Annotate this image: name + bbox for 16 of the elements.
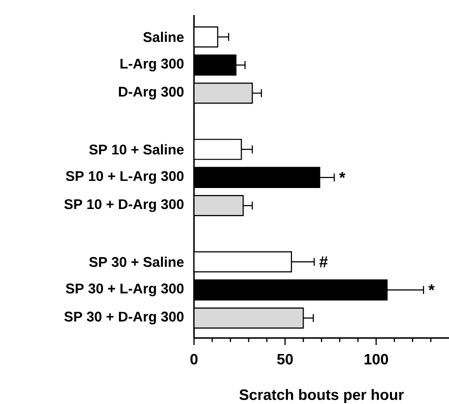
y-tick-label: Saline <box>143 32 184 42</box>
y-tick-label: D-Arg 300 <box>118 86 184 100</box>
annotation: # <box>319 256 328 268</box>
y-tick-label: L-Arg 300 <box>120 58 184 72</box>
y-tick-label: SP 30 + L-Arg 300 <box>66 284 184 296</box>
x-tick-label: 0 <box>190 354 198 364</box>
y-tick-label: SP 10 + L-Arg 300 <box>66 171 184 184</box>
y-tick-label: SP 10 + Saline <box>89 144 184 155</box>
y-tick-label: SP 30 + Saline <box>89 256 184 267</box>
y-tick-label: SP 10 + D-Arg 300 <box>64 199 184 212</box>
x-tick-label: 100 <box>364 354 388 364</box>
y-tick-label: SP 30 + D-Arg 300 <box>64 312 184 324</box>
annotation: * <box>428 284 435 290</box>
x-axis-title: Scratch bouts per hour <box>239 389 404 403</box>
x-tick-label: 50 <box>277 354 293 364</box>
annotation: * <box>339 172 346 178</box>
